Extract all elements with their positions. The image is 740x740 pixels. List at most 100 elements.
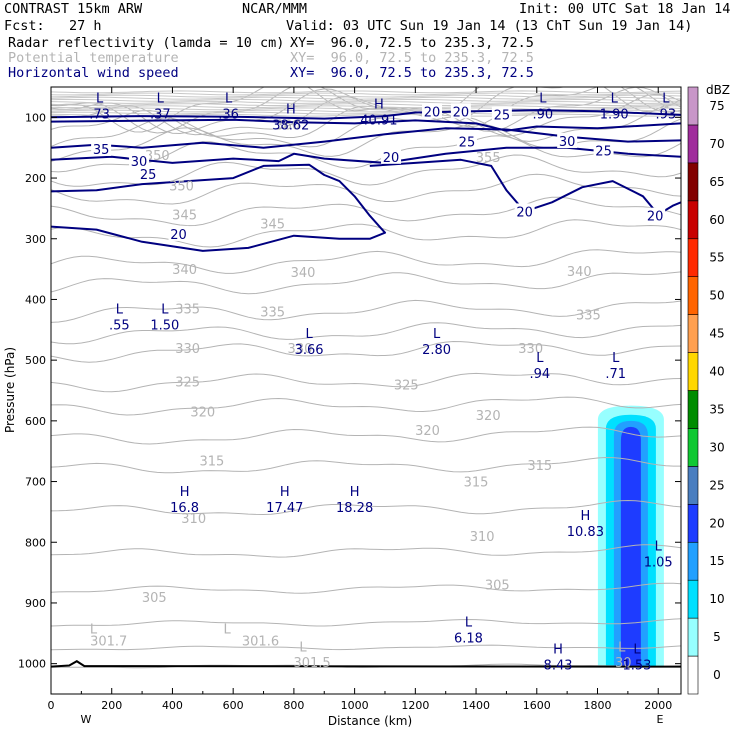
x-axis-west-label: W: [81, 713, 92, 726]
forecast-hour: Fcst: 27 h: [4, 18, 102, 34]
reflectivity-shell-3: [620, 426, 641, 667]
valid-time: Valid: 03 UTC Sun 19 Jan 14 (13 ChT Sun …: [286, 18, 693, 34]
theta-contour: [51, 544, 681, 558]
colorbar-label: 45: [709, 327, 724, 341]
colorbar-label: 0: [713, 668, 721, 682]
theta-contour: [51, 396, 681, 416]
theta-label: 360: [275, 119, 300, 134]
colorbar-label: 30: [709, 440, 724, 454]
colorbar-swatch: [687, 352, 699, 391]
wind-extremum-marker: L: [465, 615, 473, 630]
wind-extremum-value: .93: [655, 107, 676, 122]
theta-extremum-marker: L: [299, 641, 307, 656]
colorbar-swatch: [687, 86, 699, 126]
wind-extremum-marker: L: [96, 91, 104, 106]
colorbar-label: 25: [709, 478, 724, 492]
theta-contour: [51, 372, 681, 393]
wind-extremum-value: 18.28: [336, 501, 373, 516]
x-tick-label: 1800: [584, 699, 612, 712]
theta-contour: [51, 618, 681, 627]
wind-label-bg: [450, 103, 471, 119]
wind-label-bg: [514, 203, 535, 219]
wind-extremum-value: .73: [89, 107, 110, 122]
theta-contour-upper: [51, 107, 681, 111]
wind-extremum-marker: L: [536, 351, 544, 366]
wind-label-bg: [91, 140, 112, 156]
y-tick-label: 700: [25, 476, 46, 489]
theta-label: 301.6: [242, 635, 279, 650]
theta-contour: [51, 644, 681, 651]
theta-contour: [51, 456, 681, 474]
theta-contour: [51, 154, 681, 187]
theta-contour: [51, 173, 681, 205]
theta-label: 320: [476, 409, 501, 424]
theta-label: 305: [485, 579, 510, 594]
field-theta-xy: XY= 96.0, 72.5 to 235.3, 72.5: [290, 50, 534, 66]
wind-extremum-value: .71: [605, 367, 626, 382]
wind-label-bg: [645, 207, 666, 223]
colorbar-label: 40: [709, 365, 724, 379]
y-tick-label: 900: [25, 597, 46, 610]
terrain-line: [51, 660, 681, 668]
wind-extremum-value: .55: [109, 319, 130, 334]
wind-label-bg: [168, 225, 189, 241]
colorbar-swatch: [687, 124, 699, 164]
colorbar-label: 15: [709, 554, 724, 568]
theta-extremum-marker: L: [618, 641, 626, 656]
colorbar-swatch: [687, 238, 699, 277]
wind-extremum-marker: L: [662, 91, 670, 106]
colorbar-swatch: [687, 579, 699, 619]
theta-contour: [51, 426, 681, 445]
colorbar-label: 55: [709, 251, 724, 265]
theta-label: 330: [518, 342, 543, 357]
theta-contour-upper: [51, 103, 681, 106]
wind-extremum-marker: L: [225, 91, 233, 106]
plot-frame: [50, 86, 682, 695]
wind-extremum-value: 16.8: [170, 501, 199, 516]
wind-extremum-value: .90: [533, 107, 554, 122]
wind-extremum-value: .37: [150, 107, 171, 122]
wind-label: 25: [459, 136, 476, 151]
wind-label-bg: [422, 103, 443, 119]
wind-label-bg: [456, 133, 477, 149]
wind-label-bg: [491, 106, 512, 122]
theta-label: 320: [415, 424, 440, 439]
colorbar-swatch: [687, 200, 699, 240]
colorbar-swatch: [687, 428, 699, 467]
y-tick-label: 300: [25, 233, 46, 246]
field-theta-name: Potential temperature: [8, 50, 179, 66]
colorbar-swatch: [687, 276, 699, 315]
x-tick-label: 800: [283, 699, 304, 712]
field-reflectivity-name: Radar reflectivity (lamda = 10 cm): [8, 35, 285, 51]
wind-extremum-marker: L: [161, 303, 169, 318]
theta-label: 310: [470, 530, 495, 545]
theta-extremum-marker: L: [223, 622, 231, 637]
theta-label: 315: [200, 454, 225, 469]
colorbar-label: 65: [709, 175, 724, 189]
theta-contour-upper: [51, 98, 681, 102]
wind-extremum-marker: H: [374, 97, 384, 112]
wind-contour: [51, 127, 681, 149]
colorbar-swatch: [687, 655, 699, 695]
colorbar-swatch: [687, 541, 699, 581]
theta-label: 350: [169, 179, 194, 194]
theta-label: 310: [181, 512, 206, 527]
wind-extremum-marker: H: [180, 485, 190, 500]
x-tick-label: 600: [223, 699, 244, 712]
colorbar-label: 75: [709, 99, 724, 113]
theta-contour: [51, 322, 681, 345]
wind-extremum-value: .36: [218, 107, 239, 122]
wind-label: 20: [170, 228, 187, 243]
theta-contour-upper: [51, 96, 681, 100]
theta-label: 335: [175, 303, 200, 318]
theta-label: 320: [190, 406, 215, 421]
wind-contour: [51, 163, 386, 252]
colorbar-swatch: [687, 314, 699, 353]
theta-label: 335: [260, 306, 285, 321]
wind-extremum-marker: H: [580, 509, 590, 524]
x-axis-east-label: E: [657, 713, 664, 726]
wind-extremum-value: 1.90: [600, 107, 629, 122]
theta-contour-upper: [51, 105, 681, 109]
wind-label: 25: [140, 168, 157, 183]
colorbar-swatch: [687, 466, 699, 505]
